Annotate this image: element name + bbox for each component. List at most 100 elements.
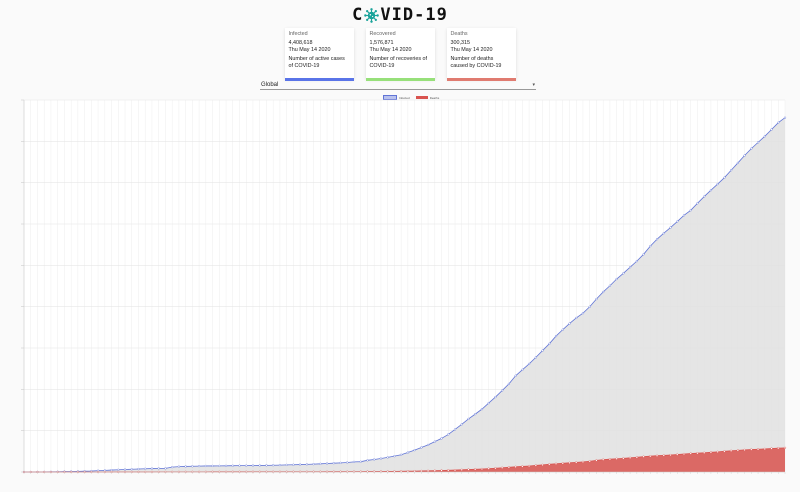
data-point-deaths	[521, 465, 524, 468]
data-point-deaths	[608, 458, 611, 461]
data-point-infected	[743, 154, 746, 157]
data-point-deaths	[763, 447, 766, 451]
data-point-infected	[130, 468, 133, 471]
data-point-infected	[191, 465, 194, 468]
legend-item-infected[interactable]: Infected	[383, 95, 410, 100]
data-point-deaths	[723, 450, 726, 453]
data-point-infected	[157, 467, 160, 470]
data-point-deaths	[541, 463, 544, 466]
card-date: Thu May 14 2020	[369, 47, 412, 53]
card-title: Deaths	[450, 31, 468, 37]
data-point-infected	[703, 195, 706, 198]
data-point-infected	[110, 468, 113, 472]
chevron-down-icon: ▾	[532, 82, 535, 88]
data-point-infected	[117, 468, 120, 471]
data-point-deaths	[534, 464, 537, 467]
data-point-deaths	[682, 452, 686, 456]
data-point-infected	[453, 428, 457, 431]
data-point-deaths	[615, 457, 618, 460]
data-point-infected	[615, 277, 618, 281]
data-point-deaths	[420, 469, 423, 473]
data-point-deaths	[581, 460, 585, 463]
data-point-infected	[285, 463, 288, 466]
data-point-deaths	[770, 447, 773, 450]
data-point-infected	[783, 116, 787, 119]
data-point-infected	[319, 462, 322, 465]
data-point-infected	[548, 342, 551, 345]
data-point-infected	[332, 462, 335, 465]
data-point-infected	[171, 466, 174, 469]
data-point-deaths	[703, 451, 706, 454]
data-point-infected	[474, 413, 477, 416]
data-point-deaths	[662, 454, 665, 457]
data-point-infected	[426, 443, 430, 447]
data-point-infected	[521, 368, 524, 371]
legend-swatch-infected	[383, 95, 397, 100]
data-point-infected	[716, 182, 719, 186]
data-point-deaths	[649, 455, 652, 458]
app-header: C VID-19	[0, 4, 800, 26]
data-point-infected	[299, 463, 302, 466]
data-point-deaths	[527, 464, 531, 468]
data-point-infected	[245, 464, 248, 467]
data-point-infected	[561, 328, 564, 331]
data-point-infected	[595, 297, 598, 301]
data-point-infected	[689, 209, 692, 212]
data-point-infected	[696, 202, 699, 205]
data-point-infected	[514, 374, 517, 377]
data-point-deaths	[494, 467, 497, 470]
data-point-infected	[655, 238, 659, 241]
data-point-infected	[709, 189, 713, 192]
series-line-infected	[23, 117, 786, 473]
data-point-infected	[150, 467, 154, 470]
data-point-deaths	[487, 467, 490, 470]
data-point-infected	[494, 395, 497, 399]
data-point-infected	[292, 463, 295, 466]
data-point-deaths	[474, 468, 477, 471]
card-description: Number of active cases of COVID-19	[288, 56, 345, 69]
recovered-card: Recovered 1,576,871 Thu May 14 2020 Numb…	[365, 28, 435, 81]
data-point-infected	[184, 465, 187, 468]
card-accent-bar	[446, 78, 516, 81]
data-point-infected	[278, 463, 282, 467]
data-point-infected	[608, 284, 611, 287]
data-point-deaths	[548, 463, 551, 466]
data-point-infected	[676, 220, 679, 223]
data-point-infected	[730, 169, 733, 172]
data-point-deaths	[568, 461, 571, 464]
data-point-deaths	[689, 452, 692, 455]
data-point-deaths	[514, 465, 517, 468]
data-point-deaths	[595, 459, 598, 462]
card-title: Recovered	[369, 31, 396, 37]
data-point-infected	[366, 459, 369, 462]
data-point-infected	[164, 467, 167, 470]
data-point-infected	[602, 290, 605, 294]
data-point-infected	[339, 461, 342, 464]
data-point-infected	[568, 322, 571, 325]
data-point-infected	[258, 464, 261, 467]
data-point-deaths	[453, 468, 457, 472]
data-point-infected	[272, 464, 275, 467]
data-point-deaths	[696, 452, 699, 455]
data-point-deaths	[743, 448, 746, 452]
data-point-deaths	[635, 456, 638, 459]
deaths-card: Deaths 300,315 Thu May 14 2020 Number of…	[446, 28, 516, 81]
data-point-infected	[662, 232, 665, 235]
data-point-infected	[386, 456, 389, 459]
data-point-deaths	[507, 466, 510, 469]
app-logo: C VID-19	[352, 5, 448, 25]
data-point-infected	[635, 260, 638, 263]
country-select[interactable]: Global ▾	[260, 81, 536, 90]
legend-item-deaths[interactable]: Deaths	[415, 96, 439, 100]
data-point-deaths	[669, 453, 672, 457]
data-point-infected	[305, 463, 308, 466]
card-date: Thu May 14 2020	[450, 47, 493, 53]
data-point-infected	[501, 389, 504, 392]
data-point-infected	[554, 334, 558, 338]
data-point-infected	[433, 440, 436, 443]
data-point-deaths	[622, 457, 625, 460]
data-point-infected	[406, 451, 409, 454]
data-point-infected	[487, 401, 490, 405]
card-accent-bar	[284, 78, 354, 81]
data-point-deaths	[783, 446, 787, 449]
